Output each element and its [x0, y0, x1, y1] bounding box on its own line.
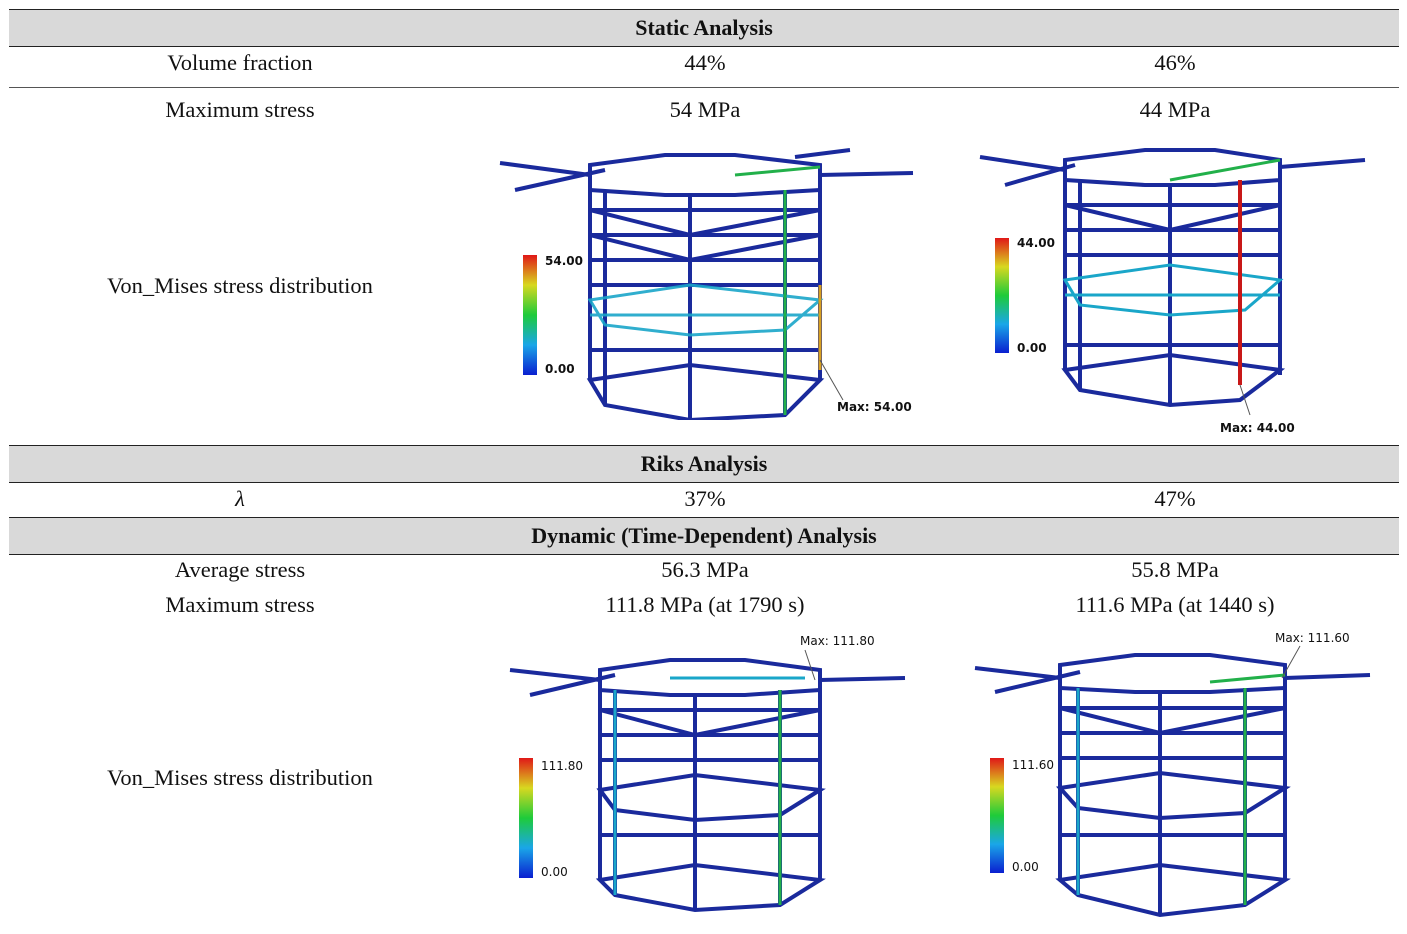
- riks-analysis-header: Riks Analysis: [9, 446, 1399, 482]
- lambda-value-1: 37%: [684, 486, 726, 511]
- static-header-rule: [9, 46, 1399, 47]
- average-stress-value-1: 56.3 MPa: [661, 557, 749, 582]
- static-max-stress-label: Maximum stress: [165, 97, 315, 122]
- dynamic-plot-1-legend-max: 111.80: [541, 759, 583, 773]
- static-analysis-header: Static Analysis: [9, 10, 1399, 46]
- dynamic-max-stress-value-1: 111.8 MPa (at 1790 s): [605, 592, 805, 617]
- static-plot-1: 54.00 0.00 Max: 54.00: [499, 148, 914, 420]
- riks-top-rule: [9, 445, 1399, 446]
- lambda-label: λ: [235, 486, 245, 511]
- dynamic-max-stress-value-2: 111.6 MPa (at 1440 s): [1075, 592, 1275, 617]
- static-plot-2: 44.00 0.00 Max: 44.00: [979, 148, 1366, 435]
- average-stress-value-2: 55.8 MPa: [1131, 557, 1219, 582]
- static-plot-2-max-callout: Max: 44.00: [1220, 421, 1295, 435]
- static-plot-1-legend-max: 54.00: [545, 254, 583, 268]
- dynamic-header-rule: [9, 554, 1399, 555]
- riks-header-rule: [9, 482, 1399, 483]
- static-plot-2-legend-min: 0.00: [1017, 341, 1047, 355]
- dynamic-analysis-header: Dynamic (Time-Dependent) Analysis: [9, 518, 1399, 554]
- dynamic-top-rule: [9, 517, 1399, 518]
- dynamic-plot-1-max-callout: Max: 111.80: [800, 634, 875, 648]
- static-distribution-label: Von_Mises stress distribution: [107, 273, 373, 298]
- dynamic-distribution-label: Von_Mises stress distribution: [107, 765, 373, 790]
- dynamic-plot-2-legend-min: 0.00: [1012, 860, 1039, 874]
- lambda-value-2: 47%: [1154, 486, 1196, 511]
- dynamic-plot-1-legend-min: 0.00: [541, 865, 568, 879]
- static-plot-1-max-callout: Max: 54.00: [837, 400, 912, 414]
- volume-fraction-label: Volume fraction: [167, 50, 313, 75]
- volume-fraction-value-1: 44%: [684, 50, 726, 75]
- static-plot-2-legend-max: 44.00: [1017, 236, 1055, 250]
- dynamic-max-stress-label: Maximum stress: [165, 592, 315, 617]
- static-max-stress-value-1: 54 MPa: [669, 97, 741, 122]
- static-plot-1-legend-min: 0.00: [545, 362, 575, 376]
- average-stress-label: Average stress: [174, 557, 306, 582]
- row-rule: [9, 87, 1399, 88]
- dynamic-plot-1: 111.80 0.00 Max: 111.80: [509, 634, 906, 913]
- static-max-stress-value-2: 44 MPa: [1139, 97, 1211, 122]
- dynamic-plot-2-max-callout: Max: 111.60: [1275, 631, 1350, 645]
- dynamic-plot-2: 111.60 0.00 Max: 111.60: [974, 631, 1371, 918]
- volume-fraction-value-2: 46%: [1154, 50, 1196, 75]
- dynamic-plot-2-legend-max: 111.60: [1012, 758, 1054, 772]
- top-rule: [9, 9, 1399, 10]
